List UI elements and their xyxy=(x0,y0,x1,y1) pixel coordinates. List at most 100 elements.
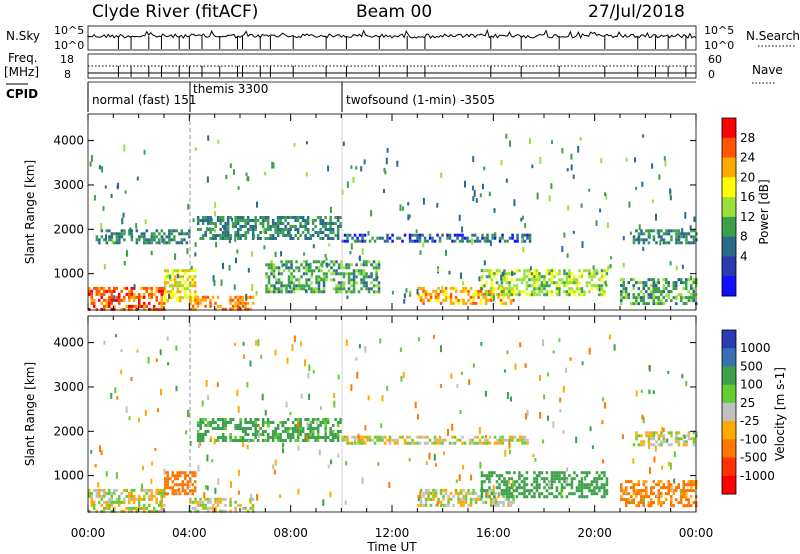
velocity-colorbar-title: Velocity [m s-1] xyxy=(773,367,787,461)
power-echoes-scatter-11 xyxy=(376,275,379,280)
velocity-echoes-cell-105 xyxy=(145,491,148,495)
velocity-echoes-scatter-144 xyxy=(588,347,591,355)
power-echoes-cell-113 xyxy=(150,289,153,293)
power-echoes-cell-344 xyxy=(143,238,146,242)
velocity-echoes-cell-637 xyxy=(483,441,487,445)
velocity-echoes-cell-161 xyxy=(171,489,174,493)
velocity-echoes-cell-1022 xyxy=(598,477,601,481)
power-echoes-scatter-210 xyxy=(399,204,402,211)
velocity-echoes-scatter-252 xyxy=(318,449,321,456)
velocity-echoes-scatter-141 xyxy=(417,497,420,502)
power-echoes-cell-1164 xyxy=(492,292,495,296)
velocity-echoes-cell-1001 xyxy=(585,495,589,499)
velocity-echoes-cell-343 xyxy=(239,418,242,421)
velocity-echoes-scatter-225 xyxy=(178,487,181,493)
power-echoes-scatter-231 xyxy=(464,180,466,188)
power-echoes-cell-1327 xyxy=(545,281,549,285)
power-echoes-cell-288 xyxy=(244,301,247,305)
power-echoes-cell-1033 xyxy=(483,239,487,243)
velocity-echoes-cell-1100 xyxy=(687,431,691,435)
power-echoes-cell-176 xyxy=(174,293,177,297)
power-echoes-cell-1491 xyxy=(670,238,673,242)
power-echoes-cell-1268 xyxy=(520,290,524,294)
velocity-echoes-cell-349 xyxy=(241,427,245,430)
velocity-echoes-scatter-222 xyxy=(591,445,594,449)
power-echoes-cell-307 xyxy=(108,229,111,233)
power-echoes-cell-12 xyxy=(93,304,96,308)
power-echoes-cell-451 xyxy=(224,237,227,240)
power-echoes-cell-633 xyxy=(321,222,325,225)
power-echoes-cell-1611 xyxy=(662,284,665,288)
power-echoes-cell-691 xyxy=(272,266,276,270)
velocity-echoes-cell-1068 xyxy=(655,440,658,444)
velocity-echoes-cell-123 xyxy=(155,500,158,504)
power-echoes-cell-1569 xyxy=(642,299,645,303)
velocity-echoes-cell-749 xyxy=(472,497,475,501)
power-echoes-cell-968 xyxy=(381,236,384,240)
velocity-echoes-cell-552 xyxy=(361,435,364,439)
power-echoes-cell-836 xyxy=(335,269,338,273)
power-echoes-cell-611 xyxy=(306,228,310,231)
power-echoes-cell-353 xyxy=(150,238,154,242)
power-echoes-cell-36 xyxy=(108,286,111,290)
velocity-echoes-scatter-92 xyxy=(187,410,190,418)
power-echoes-scatter-4 xyxy=(161,236,164,243)
velocity-echoes-scatter-253 xyxy=(357,438,360,444)
velocity-echoes-cell-278 xyxy=(196,439,200,442)
velocity-echoes-cell-845 xyxy=(505,483,509,487)
velocity-echoes-cell-628 xyxy=(473,435,477,439)
power-echoes-cell-728 xyxy=(287,275,291,279)
power-echoes-cell-560 xyxy=(279,231,282,234)
power-echoes-cell-1190 xyxy=(480,275,484,279)
power-echoes-cell-629 xyxy=(319,228,322,231)
power-echoes-cell-263 xyxy=(221,307,225,311)
velocity-echoes-cell-963 xyxy=(565,477,569,481)
velocity-echoes-cell-454 xyxy=(296,439,300,442)
velocity-echoes-cell-624 xyxy=(468,438,472,442)
power-echoes-cell-665 xyxy=(336,234,340,237)
velocity-echoes-cell-1154 xyxy=(642,480,645,484)
power-echoes-cell-657 xyxy=(334,216,337,219)
velocity-echoes-cell-854 xyxy=(508,492,511,496)
velocity-echoes-scatter-20 xyxy=(285,401,288,408)
power-echoes-cell-27 xyxy=(103,289,106,293)
velocity-echoes-cell-1 xyxy=(88,491,91,495)
velocity-echoes-scatter-221 xyxy=(402,371,405,379)
power-echoes-cell-600 xyxy=(301,225,305,228)
power-echoes-scatter-167 xyxy=(305,289,307,293)
velocity-echoes-cell-999 xyxy=(585,483,589,487)
power-echoes-scatter-89 xyxy=(212,275,215,282)
velocity-yaxis-label-0: 1000 xyxy=(53,469,84,483)
power-echoes-scatter-153 xyxy=(104,185,107,189)
power-echoes-cell-529 xyxy=(266,216,270,219)
velocity-echoes-cell-101 xyxy=(143,503,146,507)
power-echoes-cell-1374 xyxy=(568,278,571,282)
power-echoes-scatter-110 xyxy=(217,139,220,144)
power-echoes-cell-366 xyxy=(163,232,166,236)
velocity-echoes-cell-1126 xyxy=(627,498,630,502)
power-echoes-cell-1067 xyxy=(417,295,420,299)
velocity-echoes-cell-17 xyxy=(98,488,101,492)
power-echoes-scatter-186 xyxy=(272,162,275,169)
velocity-echoes-cell-523 xyxy=(334,418,337,421)
power-echoes-cell-1100 xyxy=(444,292,448,296)
velocity-echoes-scatter-78 xyxy=(508,450,511,455)
velocity-echoes-scatter-128 xyxy=(503,369,506,373)
power-echoes-cell-415 xyxy=(206,222,210,225)
velocity-echoes-cell-372 xyxy=(254,421,257,424)
power-echoes-cell-1060 xyxy=(526,233,529,237)
velocity-echoes-cell-297 xyxy=(206,430,210,433)
power-echoes-cell-953 xyxy=(353,239,357,243)
velocity-echoes-cell-524 xyxy=(334,433,337,436)
power-echoes-cell-991 xyxy=(418,236,422,240)
power-echoes-cell-109 xyxy=(148,295,151,299)
power-echoes-cell-253 xyxy=(206,295,210,299)
power-echoes-cell-24 xyxy=(100,301,103,305)
power-echoes-scatter-216 xyxy=(247,176,250,182)
velocity-echoes-cell-463 xyxy=(301,439,305,442)
velocity-echoes-cell-1155 xyxy=(642,483,645,487)
power-echoes-cell-1367 xyxy=(565,281,569,285)
velocity-echoes-scatter-129 xyxy=(128,416,131,420)
power-echoes-cell-450 xyxy=(224,234,227,237)
power-echoes-cell-1154 xyxy=(487,289,490,293)
